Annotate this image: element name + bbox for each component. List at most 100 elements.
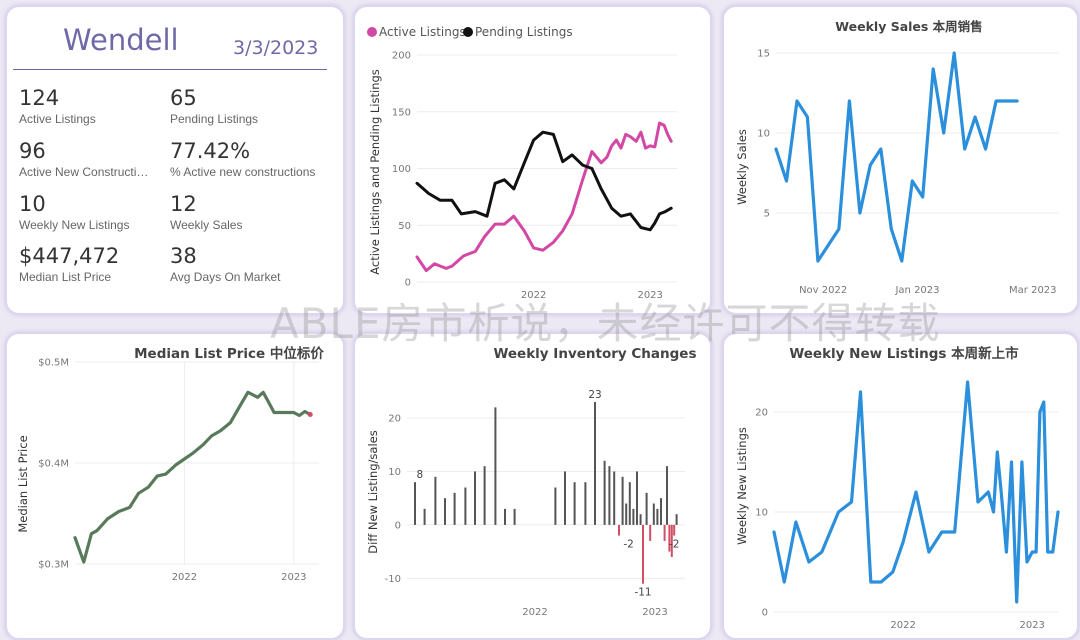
bar: [666, 466, 668, 525]
bar: [645, 492, 648, 525]
bar: [564, 471, 566, 525]
x-tick-label: Jan 2023: [894, 285, 939, 296]
y-tick-label: 5: [764, 209, 770, 220]
x-tick-label: 2023: [637, 290, 662, 301]
bar: [649, 524, 652, 541]
bar: [594, 402, 596, 525]
x-tick-label: 2023: [642, 607, 667, 618]
y-axis-label: Median List Price: [16, 435, 30, 532]
bar: [554, 487, 557, 525]
legend-active-marker: [367, 27, 377, 37]
kpi-active-new-constructions: 96 Active New Constructions: [19, 138, 151, 180]
kpi-label: Avg Days On Market: [170, 270, 281, 284]
y-tick-label: 100: [392, 164, 411, 175]
chart-title: Median List Price 中位标价: [134, 345, 324, 362]
city-title: Wendell: [63, 23, 179, 57]
x-tick-label: 2022: [172, 572, 197, 583]
y-tick-label: 0: [762, 608, 768, 619]
series-line-weekly-new-listings: [772, 380, 1060, 604]
y-tick-label: 200: [392, 51, 411, 62]
x-tick-label: Mar 2023: [1009, 285, 1057, 296]
y-tick-label: $0.5M: [38, 358, 69, 369]
bar: [584, 482, 587, 525]
bar: [603, 460, 606, 525]
data-label: 23: [588, 389, 601, 401]
report-date: 3/3/2023: [233, 37, 319, 59]
kpi-label: Active New Constructions: [19, 165, 151, 179]
bar: [483, 466, 486, 525]
bar: [414, 482, 416, 525]
y-tick-label: 10: [755, 508, 768, 519]
weekly-sales-chart-card: Weekly Sales 本周销售 Weekly Sales 5 10 15 Nov …: [722, 5, 1079, 315]
bar: [642, 524, 644, 584]
legend-active-label: Active Listings: [379, 25, 466, 39]
chart-title: Weekly Inventory Changes: [493, 346, 696, 362]
y-tick-label: 15: [757, 49, 770, 60]
weekly-inventory-chart: Weekly Inventory Changes Diff New Listin…: [366, 346, 697, 618]
y-tick-label: 150: [392, 107, 411, 118]
series-line-weekly-sales: [774, 51, 1019, 263]
weekly-new-listings-chart: Weekly New Listings 本周新上市 Weekly New Lis…: [735, 345, 1060, 631]
kpi-value: 124: [19, 86, 60, 110]
kpi-value: 38: [170, 244, 197, 268]
y-tick-label: 20: [388, 414, 401, 425]
bar: [656, 508, 659, 525]
kpi-active-listings: 124 Active Listings: [19, 85, 179, 127]
bar: [668, 524, 671, 552]
bar: [474, 471, 476, 525]
bar: [504, 508, 506, 525]
bar: [660, 498, 662, 525]
kpi-card: Wendell 3/3/2023 124 Active Listings 65 …: [5, 5, 345, 315]
y-axis-label: Active Listings and Pending Listings: [368, 69, 382, 275]
bar: [639, 514, 642, 525]
y-tick-label: -10: [385, 574, 401, 585]
bar: [513, 508, 516, 525]
kpi-weekly-sales: 12 Weekly Sales: [170, 191, 330, 233]
kpi-value: 77.42%: [170, 139, 251, 163]
bar: [628, 482, 631, 525]
bar: [636, 471, 638, 525]
series-line-active-listings: [415, 121, 673, 273]
x-tick-label: 2023: [1019, 620, 1044, 631]
bar: [673, 524, 676, 536]
kpi-label: Weekly Sales: [170, 218, 243, 232]
bar: [675, 514, 678, 525]
data-label: -11: [634, 587, 651, 599]
kpi-value: 10: [19, 192, 46, 216]
title-divider: [13, 69, 327, 70]
kpi-label: Median List Price: [19, 270, 112, 284]
legend-pending-label: Pending Listings: [475, 25, 573, 39]
bar: [621, 476, 624, 525]
active-pending-chart: Active Listings Pending Listings Active …: [367, 25, 677, 301]
bar: [652, 503, 655, 525]
weekly-sales-chart: Weekly Sales 本周销售 Weekly Sales 5 10 15 Nov …: [735, 19, 1059, 296]
kpi-value: $447,472: [19, 244, 120, 268]
weekly-inventory-chart-card: Weekly Inventory Changes Diff New Listin…: [353, 332, 712, 640]
bar: [464, 487, 467, 525]
y-tick-label: 50: [398, 221, 411, 232]
bar: [573, 482, 576, 525]
kpi-weekly-new-listings: 10 Weekly New Listings: [19, 191, 179, 233]
legend-pending-marker: [463, 27, 473, 37]
y-tick-label: $0.4M: [38, 459, 69, 470]
median-list-price-chart: Median List Price 中位标价 Median List Price…: [16, 345, 324, 583]
kpi-value: 65: [170, 86, 197, 110]
series-line-pending-listings: [415, 130, 673, 232]
bar: [663, 524, 666, 541]
kpi-value: 96: [19, 139, 46, 163]
kpi-label: % Active new constructions: [170, 165, 316, 179]
y-tick-label: $0.3M: [38, 560, 69, 571]
chart-title: Weekly New Listings 本周新上市: [789, 345, 1019, 362]
bar: [632, 508, 635, 525]
x-tick-label: 2022: [521, 290, 546, 301]
data-label: -2: [669, 539, 679, 551]
bar: [494, 407, 497, 525]
kpi-label: Weekly New Listings: [19, 218, 130, 232]
last-point-marker: [307, 412, 313, 418]
kpi-pending-listings: 65 Pending Listings: [170, 85, 330, 127]
x-tick-label: 2022: [522, 607, 547, 618]
kpi-median-list-price: $447,472 Median List Price: [19, 243, 179, 285]
data-label: 8: [416, 469, 423, 481]
y-tick-label: 0: [395, 520, 401, 531]
x-tick-label: 2023: [281, 572, 306, 583]
